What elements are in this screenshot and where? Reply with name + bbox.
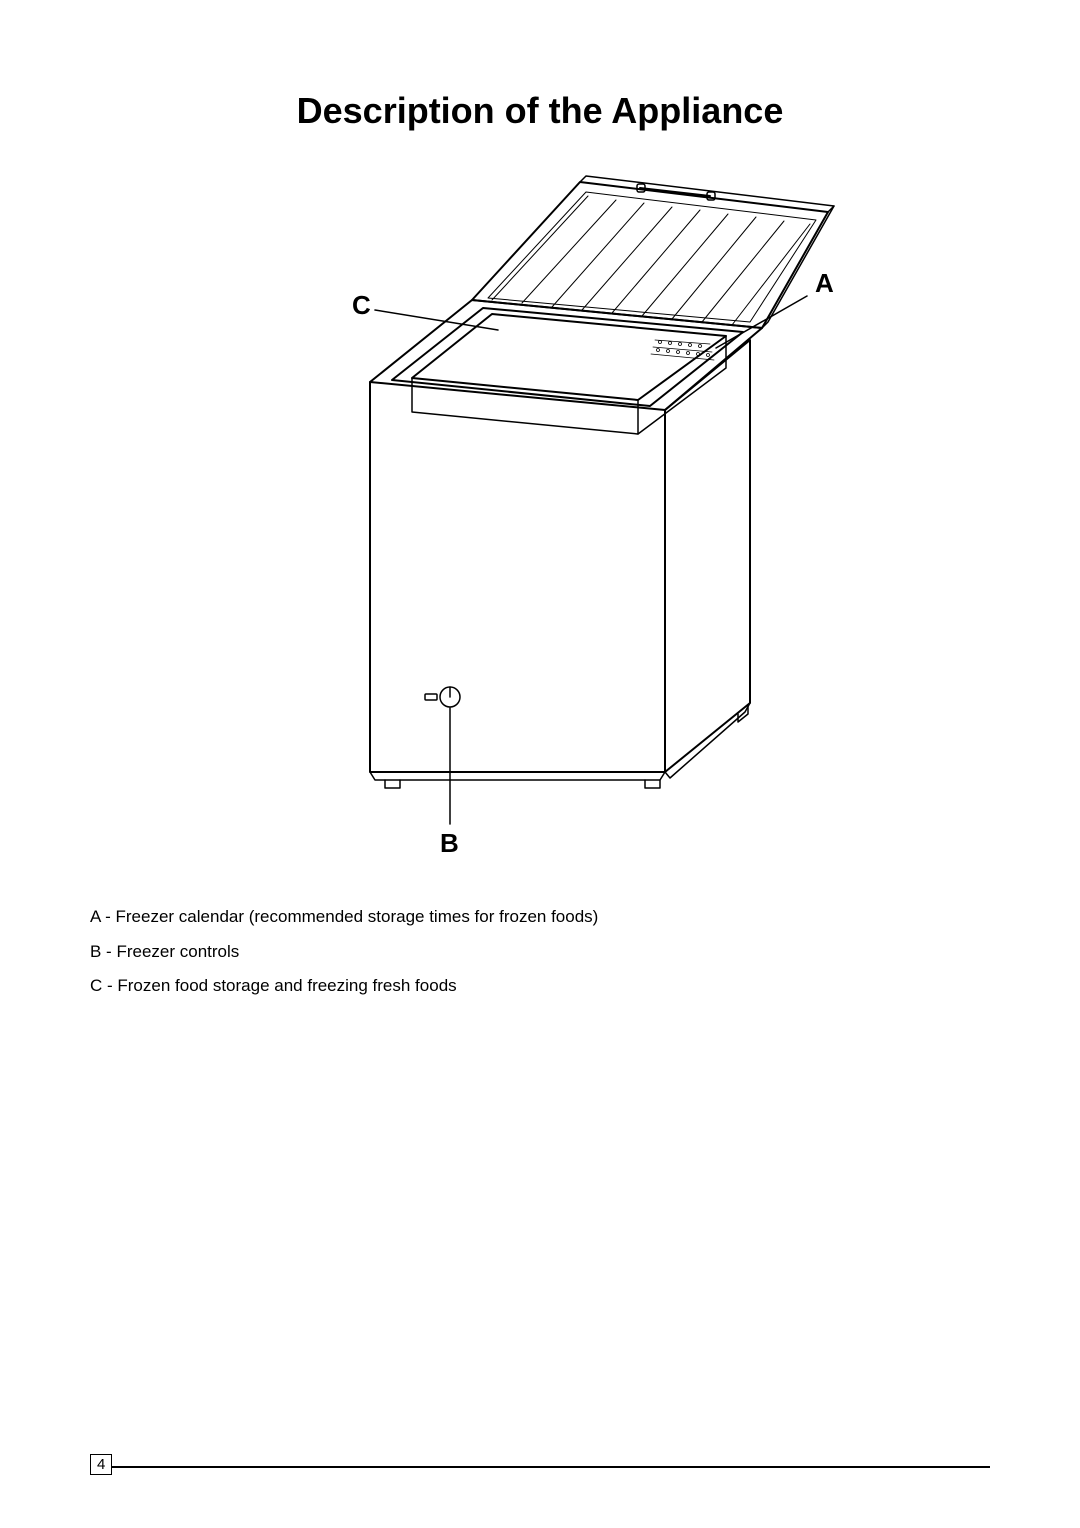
label-c: C bbox=[352, 290, 371, 320]
page-title: Description of the Appliance bbox=[90, 90, 990, 132]
label-a: A bbox=[815, 268, 834, 298]
appliance-diagram: A C B bbox=[90, 152, 990, 872]
legend-item-b: B - Freezer controls bbox=[90, 937, 990, 968]
page-number: 4 bbox=[90, 1454, 112, 1475]
page-footer: 4 bbox=[90, 1466, 990, 1468]
footer-rule bbox=[90, 1466, 990, 1468]
legend-item-c: C - Frozen food storage and freezing fre… bbox=[90, 971, 990, 1002]
freezer-illustration: A C B bbox=[240, 152, 840, 872]
page: Description of the Appliance bbox=[0, 0, 1080, 1528]
label-b: B bbox=[440, 828, 459, 858]
legend: A - Freezer calendar (recommended storag… bbox=[90, 902, 990, 1002]
legend-item-a: A - Freezer calendar (recommended storag… bbox=[90, 902, 990, 933]
